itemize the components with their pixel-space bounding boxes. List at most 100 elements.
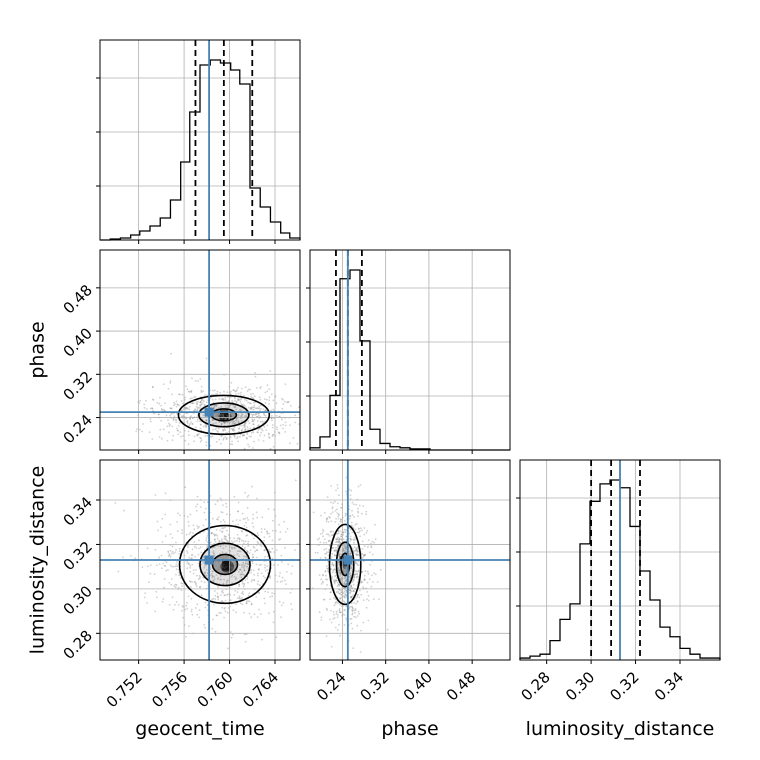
sample-point xyxy=(245,560,248,563)
sample-point xyxy=(281,561,283,563)
sample-point xyxy=(212,579,215,582)
sample-point xyxy=(323,541,325,544)
sample-point xyxy=(349,606,352,608)
sample-point xyxy=(345,547,348,550)
sample-point xyxy=(336,537,338,540)
sample-point xyxy=(318,397,320,399)
sample-point xyxy=(205,569,208,571)
sample-point xyxy=(264,577,266,579)
sample-point xyxy=(250,435,252,438)
sample-point xyxy=(253,440,255,443)
sample-point xyxy=(190,597,193,600)
sample-point xyxy=(151,438,154,440)
sample-point xyxy=(335,541,337,544)
sample-point xyxy=(337,523,340,526)
sample-point xyxy=(325,412,327,414)
sample-point xyxy=(205,401,208,404)
sample-point xyxy=(187,430,190,433)
sample-point xyxy=(353,577,356,579)
sample-point xyxy=(186,420,189,422)
sample-point xyxy=(169,555,172,558)
sample-point xyxy=(253,579,256,582)
sample-point xyxy=(189,418,192,421)
sample-point xyxy=(199,378,202,380)
sample-point xyxy=(243,426,246,428)
sample-point xyxy=(224,421,227,424)
sample-point xyxy=(333,617,336,619)
sample-point xyxy=(353,573,356,576)
sample-point xyxy=(260,545,263,548)
sample-point xyxy=(335,546,337,549)
sample-point xyxy=(188,556,191,559)
sample-point xyxy=(188,580,191,583)
sample-point xyxy=(241,428,244,430)
sample-point xyxy=(234,436,236,438)
sample-point xyxy=(247,561,250,564)
sample-point xyxy=(351,581,353,584)
sample-point xyxy=(339,530,342,533)
sample-point xyxy=(338,555,341,558)
sample-point xyxy=(238,595,241,598)
sample-point xyxy=(338,539,341,541)
sample-point xyxy=(243,423,246,426)
sample-point xyxy=(188,533,191,535)
sample-point xyxy=(181,393,184,396)
sample-point xyxy=(256,532,259,534)
sample-point xyxy=(254,372,256,374)
sample-point xyxy=(193,541,196,543)
sample-point xyxy=(356,549,358,551)
sample-point xyxy=(289,424,291,426)
sample-point xyxy=(342,547,345,550)
sample-point xyxy=(197,553,200,556)
sample-point xyxy=(253,574,256,576)
sample-point xyxy=(237,510,240,513)
sample-point xyxy=(152,386,154,389)
sample-point xyxy=(321,532,324,534)
sample-point xyxy=(342,595,345,598)
sample-point xyxy=(365,606,368,609)
sample-point xyxy=(249,427,252,430)
sample-point xyxy=(246,534,249,537)
sample-point xyxy=(256,549,259,552)
sample-point xyxy=(179,393,182,396)
sample-point xyxy=(219,575,222,577)
sample-point xyxy=(230,566,233,569)
sample-point xyxy=(244,429,246,431)
sample-point xyxy=(335,610,338,613)
sample-point xyxy=(235,519,238,521)
contour-geocent_time-luminosity_distance-1 xyxy=(199,542,251,587)
sample-point xyxy=(253,406,256,409)
sample-point xyxy=(263,528,266,530)
sample-point xyxy=(357,593,360,596)
sample-point xyxy=(344,583,347,586)
sample-point xyxy=(357,515,359,517)
sample-point xyxy=(303,426,305,428)
sample-point xyxy=(181,532,183,535)
sample-point xyxy=(284,579,286,582)
sample-point xyxy=(343,547,346,550)
sample-point xyxy=(194,395,197,398)
sample-point xyxy=(373,541,375,544)
sample-point xyxy=(236,591,239,593)
sample-point xyxy=(181,582,184,585)
sample-point xyxy=(232,389,235,391)
sample-point xyxy=(185,408,187,411)
sample-point xyxy=(268,436,270,438)
sample-point xyxy=(223,429,225,431)
sample-point xyxy=(247,443,250,446)
sample-point xyxy=(281,576,284,579)
sample-point xyxy=(225,566,228,568)
sample-point xyxy=(342,570,345,573)
sample-point xyxy=(170,407,173,410)
sample-point xyxy=(203,404,206,406)
sample-point xyxy=(242,434,244,437)
sample-point xyxy=(345,579,348,582)
sample-point xyxy=(222,409,225,412)
sample-point xyxy=(242,562,245,565)
sample-point xyxy=(226,421,229,424)
sample-point xyxy=(339,535,342,538)
sample-point xyxy=(344,529,347,531)
sample-point xyxy=(158,402,161,405)
sample-point xyxy=(263,597,266,600)
sample-point xyxy=(356,573,359,576)
